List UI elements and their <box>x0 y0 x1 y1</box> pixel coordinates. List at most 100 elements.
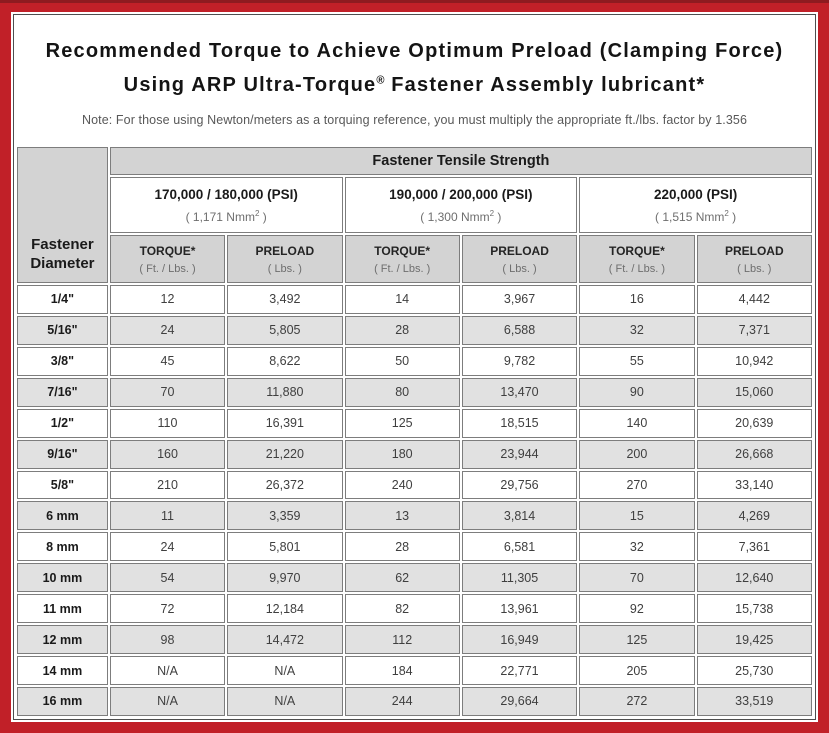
torque-value-cell: 11 <box>109 501 226 531</box>
preload-value-cell: 19,425 <box>696 625 812 655</box>
preload-value-cell: 18,515 <box>461 408 578 438</box>
torque-value-cell: 82 <box>344 594 460 624</box>
preload-column-header-2: PRELOAD ( Lbs. ) <box>461 235 578 283</box>
psi-group-header-3: 220,000 (PSI) ( 1,515 Nmm2 ) <box>579 177 812 233</box>
table-row: 16 mm N/A N/A 244 29,664 272 33,519 <box>17 686 812 716</box>
torque-value-cell: 13 <box>344 501 460 531</box>
preload-value-cell: 14,472 <box>227 625 343 655</box>
nmm-label: ( 1,300 Nmm2 ) <box>420 208 502 224</box>
torque-value-cell: 54 <box>109 563 226 593</box>
torque-value-cell: 240 <box>344 470 460 500</box>
preload-value-cell: N/A <box>227 656 343 685</box>
preload-value-cell: 8,622 <box>227 346 343 376</box>
preload-value-cell: 29,664 <box>461 686 578 716</box>
preload-value-cell: 16,949 <box>461 625 578 655</box>
preload-value-cell: 33,140 <box>696 470 812 500</box>
preload-value-cell: 25,730 <box>696 656 812 685</box>
table-body: 1/4" 12 3,492 14 3,967 16 4,442 5/16" 24… <box>17 285 812 716</box>
preload-value-cell: 23,944 <box>461 439 578 469</box>
torque-value-cell: 244 <box>344 686 460 716</box>
preload-column-header-1: PRELOAD ( Lbs. ) <box>227 235 343 283</box>
diameter-cell: 6 mm <box>17 501 108 531</box>
preload-value-cell: 15,738 <box>696 594 812 624</box>
table-row: 5/16" 24 5,805 28 6,588 32 7,371 <box>17 315 812 345</box>
preload-value-cell: 12,184 <box>227 594 343 624</box>
preload-value-cell: 3,967 <box>461 285 578 314</box>
torque-value-cell: 70 <box>579 563 695 593</box>
psi-label: 170,000 / 180,000 (PSI) <box>154 186 298 202</box>
page-title: Recommended Torque to Achieve Optimum Pr… <box>15 37 814 100</box>
title-block: Recommended Torque to Achieve Optimum Pr… <box>15 15 814 145</box>
preload-value-cell: 5,805 <box>227 315 343 345</box>
preload-value-cell: 13,470 <box>461 377 578 407</box>
torque-value-cell: 112 <box>344 625 460 655</box>
preload-value-cell: 7,361 <box>696 532 812 562</box>
table-row: 6 mm 11 3,359 13 3,814 15 4,269 <box>17 501 812 531</box>
nmm-label: ( 1,171 Nmm2 ) <box>185 208 267 224</box>
diameter-cell: 5/16" <box>17 315 108 345</box>
torque-value-cell: 140 <box>579 408 695 438</box>
preload-value-cell: 12,640 <box>696 563 812 593</box>
torque-value-cell: 80 <box>344 377 460 407</box>
torque-value-cell: 32 <box>579 315 695 345</box>
fastener-diameter-header: Fastener Diameter <box>17 147 108 283</box>
torque-value-cell: 50 <box>344 346 460 376</box>
preload-column-header-3: PRELOAD ( Lbs. ) <box>696 235 812 283</box>
registered-mark: ® <box>376 74 385 86</box>
torque-value-cell: 24 <box>109 532 226 562</box>
diameter-cell: 5/8" <box>17 470 108 500</box>
torque-value-cell: 200 <box>579 439 695 469</box>
diameter-cell: 16 mm <box>17 686 108 716</box>
table-row: 10 mm 54 9,970 62 11,305 70 12,640 <box>17 563 812 593</box>
torque-value-cell: 32 <box>579 532 695 562</box>
torque-value-cell: 62 <box>344 563 460 593</box>
diameter-cell: 9/16" <box>17 439 108 469</box>
preload-value-cell: N/A <box>227 686 343 716</box>
preload-value-cell: 9,782 <box>461 346 578 376</box>
preload-value-cell: 20,639 <box>696 408 812 438</box>
diameter-cell: 1/2" <box>17 408 108 438</box>
preload-value-cell: 26,372 <box>227 470 343 500</box>
table-row: 7/16" 70 11,880 80 13,470 90 15,060 <box>17 377 812 407</box>
document-panel: Recommended Torque to Achieve Optimum Pr… <box>13 14 816 720</box>
table-row: 11 mm 72 12,184 82 13,961 92 15,738 <box>17 594 812 624</box>
preload-value-cell: 4,269 <box>696 501 812 531</box>
torque-value-cell: 15 <box>579 501 695 531</box>
torque-value-cell: 92 <box>579 594 695 624</box>
nmm-label: ( 1,515 Nmm2 ) <box>655 208 737 224</box>
preload-value-cell: 3,359 <box>227 501 343 531</box>
torque-value-cell: 16 <box>579 285 695 314</box>
psi-label: 190,000 / 200,000 (PSI) <box>389 186 533 202</box>
torque-value-cell: 45 <box>109 346 226 376</box>
title-line1: Recommended Torque to Achieve Optimum Pr… <box>45 40 784 62</box>
torque-value-cell: 160 <box>109 439 226 469</box>
preload-value-cell: 3,492 <box>227 285 343 314</box>
torque-value-cell: 55 <box>579 346 695 376</box>
torque-value-cell: 205 <box>579 656 695 685</box>
preload-value-cell: 26,668 <box>696 439 812 469</box>
torque-value-cell: 90 <box>579 377 695 407</box>
diameter-cell: 14 mm <box>17 656 108 685</box>
table-row: 1/2" 110 16,391 125 18,515 140 20,639 <box>17 408 812 438</box>
torque-value-cell: 28 <box>344 315 460 345</box>
diameter-cell: 7/16" <box>17 377 108 407</box>
torque-value-cell: 125 <box>579 625 695 655</box>
torque-column-header-2: TORQUE* ( Ft. / Lbs. ) <box>344 235 460 283</box>
diameter-cell: 8 mm <box>17 532 108 562</box>
note-text: Note: For those using Newton/meters as a… <box>81 112 747 127</box>
table-row: 5/8" 210 26,372 240 29,756 270 33,140 <box>17 470 812 500</box>
preload-value-cell: 6,581 <box>461 532 578 562</box>
preload-value-cell: 5,801 <box>227 532 343 562</box>
torque-value-cell: N/A <box>109 656 226 685</box>
torque-column-header-1: TORQUE* ( Ft. / Lbs. ) <box>109 235 226 283</box>
psi-group-header-2: 190,000 / 200,000 (PSI) ( 1,300 Nmm2 ) <box>344 177 578 233</box>
preload-value-cell: 4,442 <box>696 285 812 314</box>
table-row: 3/8" 45 8,622 50 9,782 55 10,942 <box>17 346 812 376</box>
preload-value-cell: 16,391 <box>227 408 343 438</box>
preload-value-cell: 22,771 <box>461 656 578 685</box>
table-row: 12 mm 98 14,472 112 16,949 125 19,425 <box>17 625 812 655</box>
preload-value-cell: 11,880 <box>227 377 343 407</box>
diameter-cell: 10 mm <box>17 563 108 593</box>
diameter-cell: 1/4" <box>17 285 108 314</box>
